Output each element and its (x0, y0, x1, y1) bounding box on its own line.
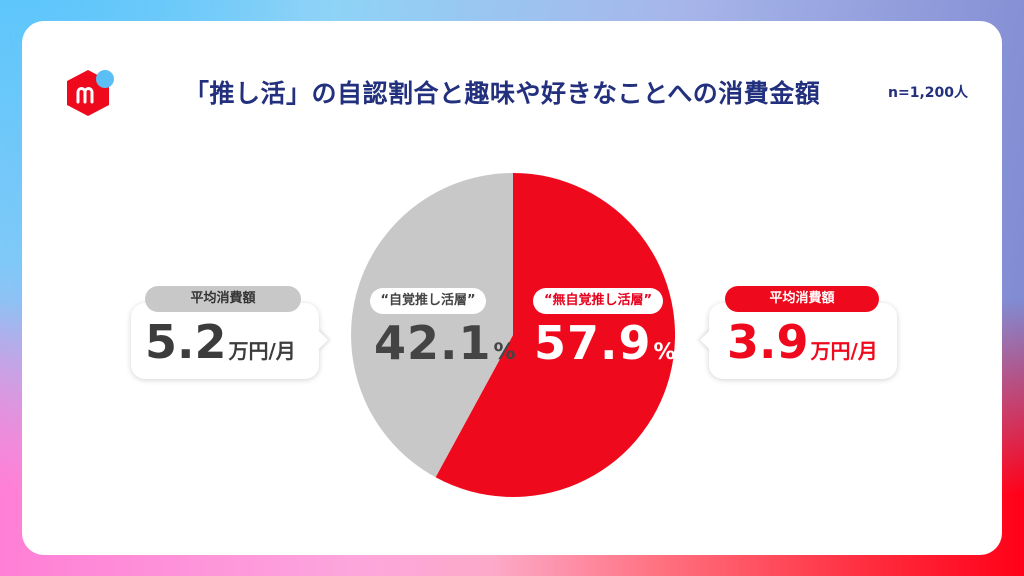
spend-bubble-self-aware: 平均消費額 5.2 万円/月 (131, 286, 328, 379)
spend-bubble-unaware: 平均消費額 3.9 万円/月 (700, 286, 897, 379)
percent-unit: % (493, 340, 516, 365)
percent-unit: % (653, 340, 676, 365)
bubble-title: 平均消費額 (725, 286, 879, 312)
spend-unit: 万円/月 (810, 339, 878, 363)
mercari-logo-icon (67, 70, 114, 116)
bubble-value: 5.2 万円/月 (145, 315, 296, 369)
bubble-title: 平均消費額 (145, 286, 301, 312)
segment-value-unaware: 57.9% (534, 316, 676, 370)
segment-label-unaware: “無自覚推し活層” (533, 288, 663, 314)
sample-size: n=1,200人 (888, 85, 968, 101)
percent-number: 42.1 (374, 316, 492, 370)
pie-slice-self-aware (351, 173, 513, 478)
segment-label-self-aware: “自覚推し活層” (370, 288, 486, 314)
spend-unit: 万円/月 (228, 339, 296, 363)
segment-value-self-aware: 42.1% (374, 316, 516, 370)
pie-slice-unaware (435, 173, 675, 497)
page-title: 「推し活」の自認割合と趣味や好きなことへの消費金額 (184, 79, 821, 108)
pie-chart (351, 173, 675, 497)
percent-number: 57.9 (534, 316, 652, 370)
spend-number: 5.2 (145, 315, 227, 369)
bubble-value: 3.9 万円/月 (727, 315, 878, 369)
spend-number: 3.9 (727, 315, 809, 369)
